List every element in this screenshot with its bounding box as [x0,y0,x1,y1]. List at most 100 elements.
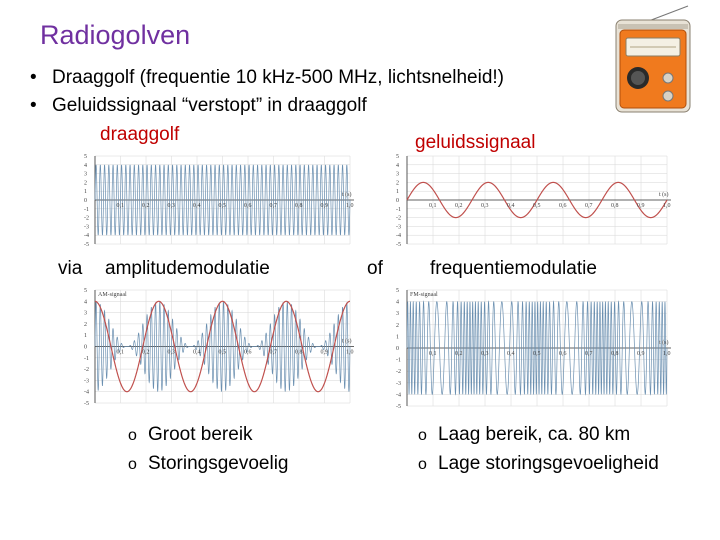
fm-point-text: Laag bereik, ca. 80 km [438,424,631,445]
fm-plot: 5 4 3 2 1 0 -1 -2 -3 -4 -5 0,1 0,2 0,3 0,4 0,5 0,6 0,7 0,8… [395,284,675,412]
x-tick-label: 0,4 [193,203,201,209]
or-label: of [367,258,383,279]
circle-bullet-icon: o [128,456,137,473]
circle-bullet-icon: o [418,427,427,444]
y-tick-label: -4 [396,233,401,239]
x-tick-label: 0,7 [585,351,593,357]
x-tick-label: 0,7 [585,203,593,209]
x-tick-label: 0,7 [270,350,278,356]
x-tick-label: 0,1 [117,350,125,356]
y-tick-label: -2 [84,216,89,222]
wave-series-0 [406,300,668,396]
y-tick-label: -1 [396,207,401,213]
y-tick-label: -1 [396,358,401,364]
x-tick-label: 0,8 [295,350,303,356]
am-label: amplitudemodulatie [105,258,270,279]
am-point-1: o Groot bereik [128,424,253,446]
plot-signal-label: AM-signaal [98,292,127,298]
y-tick-label: 2 [396,323,399,329]
x-tick-label: 0,5 [533,351,541,357]
y-tick-label: 1 [84,333,87,339]
y-tick-label: 5 [396,154,399,160]
x-tick-label: 0,2 [142,350,150,356]
x-tick-label: 1,0 [663,203,671,209]
x-tick-label: 0,3 [168,203,176,209]
y-tick-label: 3 [396,311,399,317]
y-tick-label: 5 [84,288,87,294]
x-tick-label: 0,6 [244,350,252,356]
bullet-signal: • Geluidssignaal “verstopt” in draaggolf [30,95,367,117]
y-tick-label: 2 [84,180,87,186]
x-axis-unit: t (s) [342,338,352,345]
x-tick-label: 1,0 [346,350,354,356]
wave-series-0 [94,301,351,392]
y-tick-label: 3 [396,172,399,178]
y-tick-label: -1 [84,356,89,362]
wave-series-0 [94,164,351,236]
am-point-text: Groot bereik [148,424,253,445]
x-tick-label: 1,0 [346,203,354,209]
fm-point-2: o Lage storingsgevoeligheid [418,453,659,475]
y-tick-label: -5 [396,242,401,248]
x-tick-label: 0,2 [455,351,463,357]
bullet-dot-icon: • [30,95,37,116]
y-tick-label: -3 [84,378,89,384]
x-tick-label: 0,5 [533,203,541,209]
sound-label: geluidssignaal [415,132,536,153]
x-tick-label: 0,2 [455,203,463,209]
x-axis-unit: t (s) [659,339,669,346]
bullet-text: Draaggolf (frequentie 10 kHz-500 MHz, li… [52,67,504,88]
y-tick-label: 4 [84,299,87,305]
carrier-plot: 5 4 3 2 1 0 -1 -2 -3 -4 -5 0,1 0,2 0,3 0,4 0,5 0,6 0,7 0,8… [83,150,358,250]
y-tick-label: 1 [84,189,87,195]
y-tick-label: 4 [84,163,87,169]
y-tick-label: -5 [84,401,89,407]
am-plot-svg: 5 4 3 2 1 0 -1 -2 -3 -4 -5 0,1 0,2 0,3 0,4 0,5 0,6 0,7 0,8… [84,288,354,407]
y-tick-label: 4 [396,163,399,169]
x-tick-label: 1,0 [663,351,671,357]
y-tick-label: -2 [396,216,401,222]
x-tick-label: 0,8 [295,203,303,209]
circle-bullet-icon: o [128,427,137,444]
x-tick-label: 0,9 [637,351,645,357]
y-tick-label: -3 [396,381,401,387]
y-tick-label: 2 [84,322,87,328]
x-tick-label: 0,3 [481,203,489,209]
x-tick-label: 0,5 [219,203,227,209]
y-tick-label: 5 [396,288,399,294]
sound-plot-svg: 5 4 3 2 1 0 -1 -2 -3 -4 -5 0,1 0,2 0,3 0,4 0,5 0,6 0,7 0,8… [396,154,671,248]
fm-label: frequentiemodulatie [430,258,597,279]
x-tick-label: 0,3 [168,350,176,356]
fm-point-text: Lage storingsgevoeligheid [438,453,659,474]
am-point-2: o Storingsgevoelig [128,453,288,475]
y-tick-label: 1 [396,334,399,340]
y-tick-label: 0 [396,346,399,352]
x-axis-unit: t (s) [342,191,352,198]
y-tick-label: -5 [396,404,401,410]
y-tick-label: -2 [396,369,401,375]
carrier-label: draaggolf [100,124,180,145]
y-tick-label: -3 [84,224,89,230]
y-tick-label: 3 [84,311,87,317]
x-tick-label: 0,6 [559,203,567,209]
x-tick-label: 0,8 [611,203,619,209]
via-label: via [58,258,83,279]
x-tick-label: 0,2 [142,203,150,209]
y-tick-label: -2 [84,367,89,373]
y-tick-label: 0 [84,345,87,351]
x-tick-label: 0,1 [429,351,437,357]
y-tick-label: 0 [84,198,87,204]
x-tick-label: 0,1 [429,203,437,209]
y-tick-label: -4 [396,392,401,398]
y-tick-label: -4 [84,233,89,239]
x-tick-label: 0,9 [321,350,329,356]
wave-series-1 [95,300,350,393]
y-tick-label: 2 [396,180,399,186]
x-tick-label: 0,6 [559,351,567,357]
fm-plot-svg: 5 4 3 2 1 0 -1 -2 -3 -4 -5 0,1 0,2 0,3 0,4 0,5 0,6 0,7 0,8… [396,288,671,410]
y-tick-label: 0 [396,198,399,204]
y-tick-label: -5 [84,242,89,248]
x-tick-label: 0,7 [270,203,278,209]
x-tick-label: 0,6 [244,203,252,209]
bullet-text: Geluidssignaal “verstopt” in draaggolf [52,95,367,116]
